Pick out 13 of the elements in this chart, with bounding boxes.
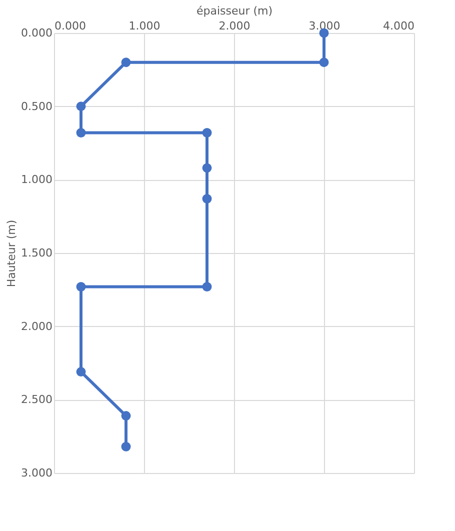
x-tick-label: 2.000 <box>218 20 250 32</box>
x-tick-label: 0.000 <box>54 20 86 32</box>
y-tick-label: 2.500 <box>21 393 52 406</box>
y-tick-label: 0.500 <box>21 100 52 113</box>
y-tick-label: 1.000 <box>21 173 52 186</box>
x-tick-label: 3.000 <box>308 20 340 32</box>
y-axis-title: Hauteur (m) <box>5 220 18 288</box>
y-tick-label: 2.000 <box>21 320 52 333</box>
x-axis-title: épaisseur (m) <box>196 4 273 18</box>
y-tick-label: 1.500 <box>21 246 52 260</box>
y-tick-label: 3.000 <box>21 466 52 480</box>
x-tick-label: 1.000 <box>128 20 160 32</box>
x-tick-label: 4.000 <box>383 20 414 32</box>
